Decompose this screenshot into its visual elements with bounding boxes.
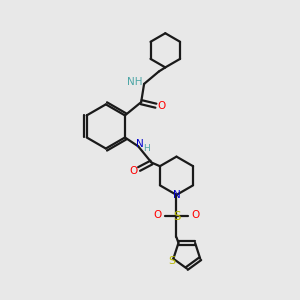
Text: O: O xyxy=(130,166,138,176)
Text: S: S xyxy=(168,256,175,266)
Text: N: N xyxy=(172,190,180,200)
Text: S: S xyxy=(173,210,180,223)
Text: H: H xyxy=(143,144,150,153)
Text: O: O xyxy=(153,210,161,220)
Text: O: O xyxy=(191,210,200,220)
Text: O: O xyxy=(157,101,165,111)
Text: NH: NH xyxy=(127,76,142,86)
Text: N: N xyxy=(136,139,144,149)
